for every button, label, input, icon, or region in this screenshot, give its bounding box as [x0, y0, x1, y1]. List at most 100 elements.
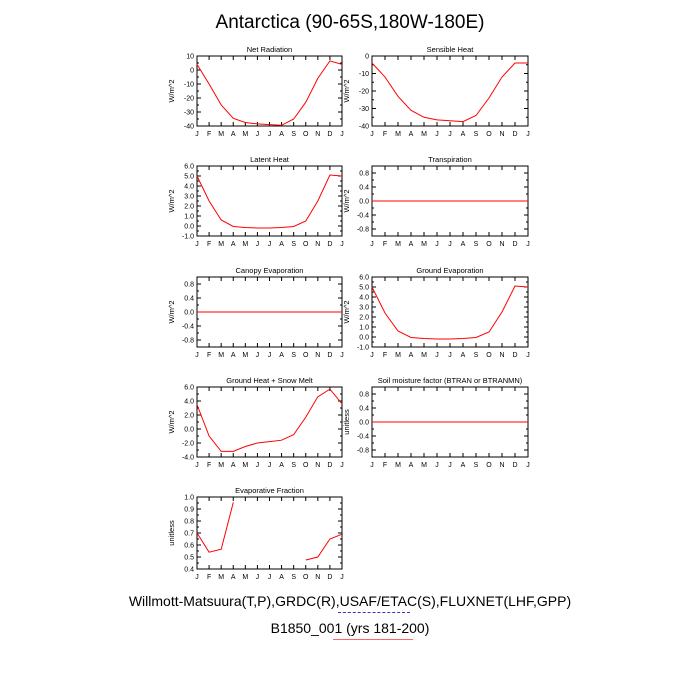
x-tick-label: O [486, 352, 492, 359]
x-tick-label: O [486, 131, 492, 138]
x-tick-label: M [242, 131, 248, 138]
x-tick-label: M [218, 574, 224, 581]
x-tick-label: S [291, 574, 296, 581]
footer-underline-red [333, 639, 413, 640]
y-tick-label: 2.0 [359, 315, 369, 322]
chart-title: Canopy Evaporation [236, 266, 304, 275]
x-tick-label: J [268, 462, 272, 469]
x-tick-label: A [279, 241, 284, 248]
x-tick-label: O [303, 241, 309, 248]
y-tick-label: 0.8 [184, 282, 194, 289]
x-tick-label: A [231, 352, 236, 359]
x-tick-label: N [315, 131, 320, 138]
x-tick-label: J [256, 241, 260, 248]
y-tick-label: -0.4 [357, 434, 369, 441]
x-tick-label: A [461, 131, 466, 138]
x-tick-label: M [395, 462, 401, 469]
x-tick-label: M [421, 131, 427, 138]
series-line [196, 502, 234, 553]
x-tick-label: O [303, 462, 309, 469]
x-tick-label: J [195, 574, 199, 581]
x-tick-label: S [474, 241, 479, 248]
x-tick-label: A [279, 352, 284, 359]
y-tick-label: 0 [190, 68, 194, 75]
x-tick-label: N [499, 131, 504, 138]
x-tick-label: N [499, 241, 504, 248]
y-tick-label: 0.0 [359, 335, 369, 342]
y-tick-label: 0.0 [359, 420, 369, 427]
footer-data-sources: Willmott-Matsuura(T,P),GRDC(R),USAF/ETAC… [128, 593, 572, 609]
x-tick-label: J [526, 352, 530, 359]
series-line [371, 62, 528, 123]
y-tick-label: 0.4 [359, 185, 369, 192]
x-tick-label: J [256, 352, 260, 359]
y-tick-label: 10 [186, 54, 194, 61]
x-tick-label: D [512, 462, 517, 469]
x-tick-label: J [268, 241, 272, 248]
y-tick-label: 2.0 [184, 413, 194, 420]
x-tick-label: J [256, 574, 260, 581]
y-tick-label: 5.0 [184, 174, 194, 181]
x-tick-label: M [242, 352, 248, 359]
y-tick-label: -10 [184, 82, 194, 89]
x-tick-label: M [242, 462, 248, 469]
y-tick-label: -2.0 [182, 441, 194, 448]
x-tick-label: D [327, 462, 332, 469]
x-tick-label: A [279, 131, 284, 138]
x-tick-label: J [370, 241, 374, 248]
x-tick-label: M [218, 462, 224, 469]
y-tick-label: 0.7 [184, 531, 194, 538]
chart-panel-7: Soil moisture factor (BTRAN or BTRANMN) u… [342, 376, 530, 469]
x-tick-label: A [231, 574, 236, 581]
x-tick-label: J [268, 574, 272, 581]
plot-frame [196, 386, 343, 458]
x-tick-label: D [512, 352, 517, 359]
x-tick-label: J [195, 462, 199, 469]
y-tick-label: -1.0 [357, 345, 369, 352]
x-tick-label: J [195, 241, 199, 248]
x-tick-label: D [327, 241, 332, 248]
x-tick-label: D [327, 352, 332, 359]
x-tick-label: D [512, 131, 517, 138]
chart-title: Sensible Heat [427, 45, 475, 54]
x-tick-label: J [448, 352, 452, 359]
x-tick-label: M [242, 574, 248, 581]
x-tick-label: O [486, 241, 492, 248]
x-tick-label: J [370, 131, 374, 138]
x-tick-label: S [291, 352, 296, 359]
y-tick-label: -4.0 [182, 455, 194, 462]
y-tick-label: -0.8 [357, 448, 369, 455]
y-tick-label: 4.0 [184, 399, 194, 406]
x-tick-label: J [526, 241, 530, 248]
x-tick-label: J [435, 352, 439, 359]
y-axis-label: W/m^2 [342, 79, 351, 102]
x-tick-label: A [409, 241, 414, 248]
y-axis-label: W/m^2 [342, 300, 351, 323]
x-tick-label: F [383, 352, 387, 359]
chart-title: Ground Evaporation [416, 266, 483, 275]
y-axis-label: unitless [167, 520, 176, 546]
x-tick-label: J [268, 352, 272, 359]
series-line [371, 285, 529, 340]
x-tick-label: F [383, 131, 387, 138]
plot-frame [196, 496, 343, 570]
plot-frame [196, 165, 343, 237]
x-tick-label: J [526, 462, 530, 469]
x-tick-label: A [461, 352, 466, 359]
y-tick-label: 5.0 [359, 285, 369, 292]
series-line [196, 60, 343, 126]
y-tick-label: 4.0 [359, 295, 369, 302]
y-tick-label: 0.8 [359, 392, 369, 399]
y-tick-label: -40 [184, 124, 194, 131]
x-tick-label: A [409, 131, 414, 138]
x-tick-label: M [395, 241, 401, 248]
x-tick-label: M [218, 241, 224, 248]
x-tick-label: J [256, 462, 260, 469]
x-tick-label: N [499, 462, 504, 469]
